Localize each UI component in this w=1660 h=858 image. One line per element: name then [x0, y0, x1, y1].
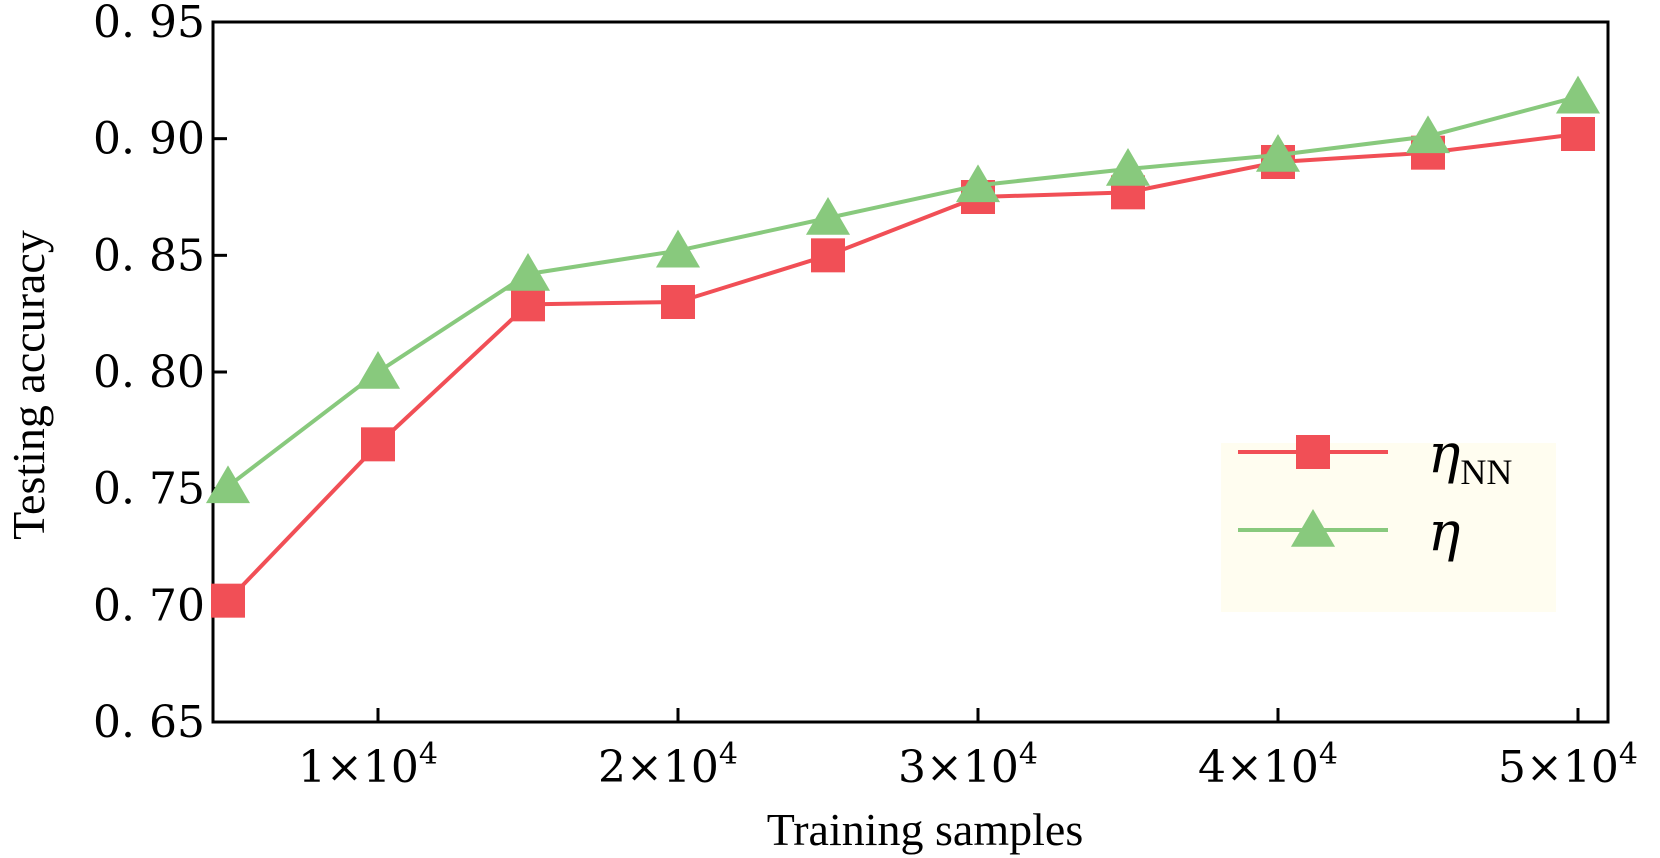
- legend: ηNN η: [1238, 422, 1512, 563]
- x-tick-label: 4×104: [1198, 737, 1338, 793]
- legend-marker-eta: [1290, 509, 1336, 547]
- x-axis-title: Training samples: [767, 804, 1083, 855]
- y-tick-label: 0. 75: [93, 464, 205, 515]
- data-point-eta: [805, 197, 851, 235]
- data-point-eta: [1105, 148, 1151, 186]
- series-eta_NN: [211, 117, 1595, 618]
- y-tick-label: 0. 80: [93, 347, 205, 398]
- data-point-eta_NN: [211, 583, 245, 618]
- legend-box: [1221, 443, 1556, 612]
- y-tick-label: 0. 85: [93, 230, 205, 281]
- series-line-eta_NN: [226, 132, 1579, 603]
- legend-marker-eta_NN: [1296, 435, 1330, 469]
- data-point-eta: [655, 229, 701, 268]
- series-line-eta: [226, 94, 1579, 488]
- x-tick-label: 3×104: [898, 737, 1038, 793]
- data-point-eta_NN: [361, 427, 395, 462]
- data-point-eta: [355, 351, 401, 389]
- data-point-eta: [205, 465, 251, 504]
- data-point-eta_NN: [811, 238, 845, 273]
- data-point-eta: [1255, 134, 1301, 172]
- data-point-eta_NN: [511, 287, 545, 322]
- x-tick-label: 5×104: [1498, 737, 1638, 793]
- y-tick-label: 0. 70: [93, 580, 205, 631]
- data-point-eta: [1555, 75, 1601, 114]
- plot-frame: [211, 20, 1610, 724]
- y-tick-label: 0. 65: [93, 697, 205, 748]
- legend-label-eta: η: [1428, 500, 1460, 563]
- x-tick-label: 1×104: [298, 737, 438, 793]
- x-tick-label: 2×104: [598, 737, 738, 793]
- data-point-eta_NN: [1561, 117, 1595, 151]
- data-point-eta: [505, 253, 551, 291]
- y-axis-title: Testing accuracy: [3, 230, 54, 540]
- y-tick-label: 0. 90: [93, 114, 205, 165]
- data-point-eta_NN: [661, 285, 695, 319]
- series-eta: [205, 75, 1601, 504]
- data-point-eta: [1405, 115, 1451, 154]
- legend-label-eta_NN: ηNN: [1428, 422, 1512, 492]
- data-point-eta: [955, 164, 1001, 203]
- y-tick-label: 0. 95: [93, 0, 205, 48]
